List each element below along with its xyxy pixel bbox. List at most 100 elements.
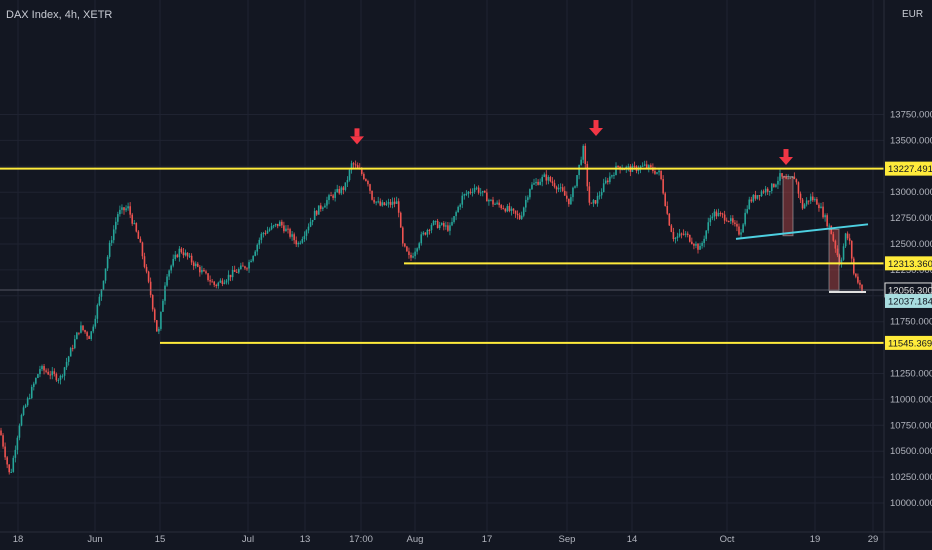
candle-body bbox=[535, 181, 537, 184]
candle-body bbox=[254, 251, 256, 256]
candle-body bbox=[570, 197, 572, 205]
candle-body bbox=[235, 271, 238, 273]
candle-body bbox=[537, 181, 539, 185]
candle-body bbox=[496, 202, 498, 204]
candle-body bbox=[115, 221, 117, 230]
price-tick-label: 11250.000 bbox=[890, 369, 932, 380]
candle-body bbox=[594, 200, 597, 204]
candle-body bbox=[473, 188, 476, 192]
candle-body bbox=[20, 414, 23, 426]
candle-body bbox=[377, 201, 379, 203]
candle-body bbox=[194, 263, 197, 267]
candle-body bbox=[250, 260, 252, 263]
candle-body bbox=[188, 255, 191, 257]
candle-body bbox=[857, 276, 859, 283]
candle-body bbox=[633, 165, 636, 167]
symbol-title[interactable]: DAX Index, 4h, XETR bbox=[6, 9, 113, 21]
candle-body bbox=[596, 196, 599, 204]
price-tag bbox=[885, 293, 932, 308]
candle-body bbox=[10, 471, 13, 473]
candle-body bbox=[102, 280, 105, 290]
candle-body bbox=[354, 164, 357, 166]
time-tick-label: 14 bbox=[627, 534, 638, 545]
candle-body bbox=[648, 165, 650, 168]
candle-body bbox=[100, 289, 103, 297]
candle-body bbox=[842, 246, 845, 260]
candle-body bbox=[244, 266, 246, 269]
candle-body bbox=[547, 176, 550, 181]
time-axis[interactable]: 18 Jun 15 Jul 13 17:00 Aug 17 Sep 14 Oct 19 29 bbox=[0, 531, 932, 545]
candle-body bbox=[160, 311, 162, 329]
candle-body bbox=[488, 199, 490, 202]
candle-body bbox=[137, 231, 140, 239]
candle-body bbox=[344, 182, 347, 190]
candle-body bbox=[342, 187, 345, 190]
candle-body bbox=[471, 191, 474, 193]
candle-body bbox=[469, 191, 472, 193]
candle-body bbox=[281, 221, 283, 226]
price-tag bbox=[885, 256, 932, 271]
candle-body bbox=[748, 199, 751, 210]
candle-body bbox=[133, 223, 136, 225]
candle-body bbox=[69, 348, 72, 357]
candle-body bbox=[746, 209, 748, 213]
candle-body bbox=[8, 464, 10, 473]
candle-body bbox=[705, 230, 707, 239]
candle-body bbox=[215, 284, 218, 286]
candle-body bbox=[299, 242, 302, 244]
candle-body bbox=[182, 252, 185, 256]
candle-body bbox=[330, 195, 332, 197]
candle-body bbox=[340, 187, 343, 194]
down-arrow-icon bbox=[354, 128, 360, 137]
candle-body bbox=[668, 213, 671, 226]
candle-body bbox=[789, 177, 792, 179]
candle-body bbox=[656, 172, 658, 174]
candle-body bbox=[348, 169, 351, 181]
candle-body bbox=[561, 187, 564, 191]
candle-body bbox=[637, 169, 640, 171]
candle-body bbox=[516, 213, 519, 216]
candle-body bbox=[414, 251, 416, 257]
candle-body bbox=[86, 332, 88, 337]
candle-body bbox=[135, 223, 138, 232]
candle-body bbox=[338, 189, 341, 194]
candle-body bbox=[272, 225, 275, 227]
candle-body bbox=[719, 213, 722, 215]
candle-body bbox=[201, 270, 203, 273]
candle-body bbox=[256, 244, 259, 252]
candle-body bbox=[246, 268, 248, 270]
candle-body bbox=[734, 222, 736, 224]
candle-body bbox=[574, 186, 576, 188]
candle-body bbox=[508, 206, 511, 211]
candle-body bbox=[699, 245, 701, 250]
candle-body bbox=[82, 325, 84, 331]
candle-body bbox=[592, 200, 595, 204]
candle-body bbox=[566, 195, 568, 199]
candle-body bbox=[4, 446, 6, 458]
time-tick-label: Aug bbox=[407, 534, 424, 545]
candle-body bbox=[602, 183, 605, 193]
candle-body bbox=[578, 164, 580, 176]
candle-body bbox=[666, 205, 669, 214]
candle-body bbox=[756, 195, 759, 199]
candle-body bbox=[752, 194, 755, 202]
candle-body bbox=[213, 281, 215, 285]
candle-body bbox=[365, 179, 367, 181]
candle-body bbox=[217, 282, 220, 286]
candle-body bbox=[264, 233, 267, 235]
candle-body bbox=[242, 265, 244, 267]
price-tag-label: 12037.184 bbox=[888, 296, 932, 307]
price-tick-label: 13000.000 bbox=[890, 187, 932, 198]
down-arrow-icon bbox=[350, 136, 364, 145]
candle-body bbox=[812, 196, 814, 201]
candle-body bbox=[670, 225, 673, 232]
candle-body bbox=[855, 273, 857, 277]
candle-body bbox=[850, 240, 853, 259]
candle-body bbox=[775, 184, 777, 187]
candle-body bbox=[190, 255, 193, 263]
candle-body bbox=[268, 229, 271, 231]
candle-body bbox=[352, 163, 355, 165]
time-tick-label: 19 bbox=[810, 534, 821, 545]
